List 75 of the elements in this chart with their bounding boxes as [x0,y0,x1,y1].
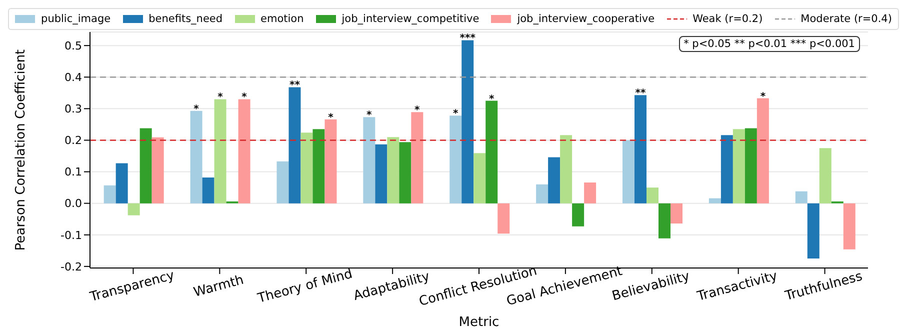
bar [450,116,462,204]
bar [288,87,301,204]
bar [387,137,400,204]
annotation: * p<0.05 ** p<0.01 *** p<0.001 [678,36,860,52]
legend-label: emotion [260,13,304,25]
legend-label: public_image [41,13,111,25]
bar [807,203,820,259]
bar [572,203,584,226]
bar [634,95,646,204]
bar [312,129,325,204]
bar [140,128,152,204]
data-label: * [218,92,224,104]
bar [670,203,682,224]
y-axis-title: Pearson Correlation Coefficient [14,49,29,251]
bar [744,128,757,204]
y-tick-label: -0.2 [60,260,82,274]
data-label: *** [460,33,476,44]
bar [498,203,510,234]
bar [214,99,226,204]
bar [474,153,486,204]
data-label: * [366,110,373,122]
y-tick-label: 0.1 [64,166,82,179]
bar [152,137,164,204]
data-label: ** [289,80,301,92]
bar [843,203,856,250]
bar [622,140,634,204]
bar [462,40,474,204]
data-label: * [414,105,421,116]
y-tick-label: 0.5 [64,39,82,52]
bar [190,110,202,204]
bar [720,135,733,204]
bar [300,132,313,204]
legend-label: job_interview_competitive [342,13,480,25]
bar [795,191,808,204]
bar [708,198,721,204]
y-tick-label: 0.2 [64,134,82,148]
bar [375,144,388,204]
bar [276,161,289,204]
x-tick-label: Theory of Mind [255,266,354,307]
bar [560,135,572,204]
x-axis-title: Metric [458,315,500,330]
data-label: * [760,91,766,102]
bar [536,184,548,204]
bar [116,163,128,204]
data-label: * [242,92,248,104]
bar [658,203,670,238]
bar [202,177,214,204]
bar [399,142,412,204]
bar [104,185,116,204]
bar [324,119,337,204]
data-label: * [452,108,459,120]
bar [128,203,140,216]
bar [584,182,596,204]
y-tick-label: 0.0 [64,197,82,210]
bar [548,157,560,204]
data-label: ** [635,88,646,100]
bar [238,99,250,204]
bar [756,98,769,204]
bar [646,188,658,204]
y-tick-label: 0.3 [64,102,82,116]
data-label: * [488,94,495,105]
y-tick-label: -0.1 [60,228,82,242]
data-label: * [194,104,200,115]
legend-label: Moderate (r=0.4) [800,13,892,25]
data-label: * [328,112,334,124]
bar [732,129,745,204]
bar [411,112,424,204]
y-tick-label: 0.4 [64,71,82,84]
bar [486,100,498,204]
legend-label: Weak (r=0.2) [692,13,763,25]
legend-label: job_interview_cooperative [517,13,655,25]
bar [819,148,832,204]
x-tick-label: Warmth [192,272,246,300]
bar [363,117,376,204]
legend-label: benefits_need [148,13,223,25]
